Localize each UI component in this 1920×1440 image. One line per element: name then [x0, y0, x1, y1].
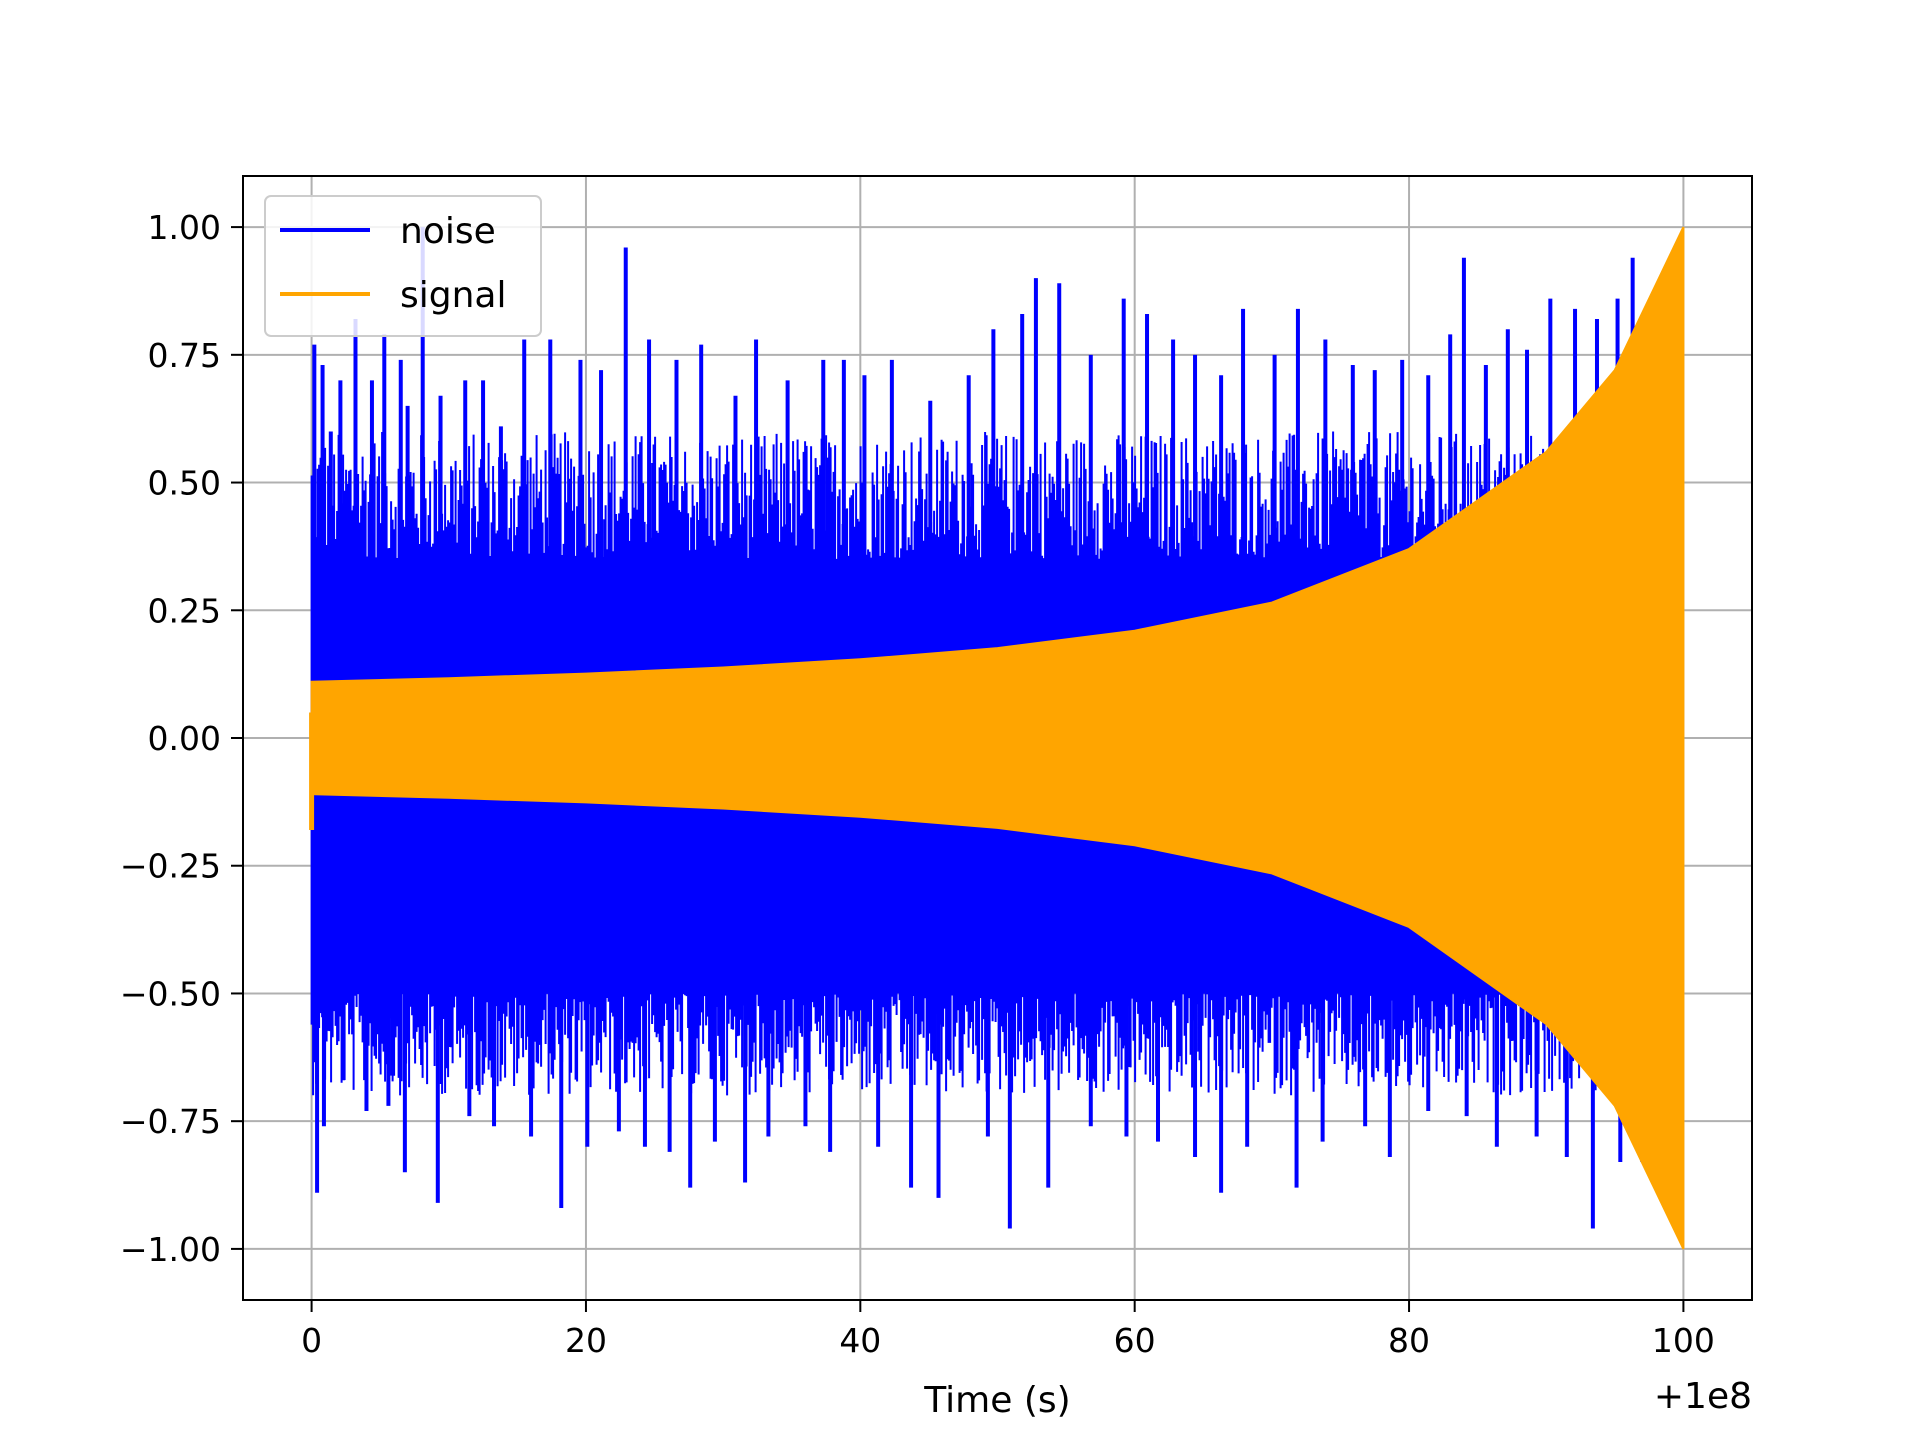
x-tick-label: 80 [1388, 1321, 1430, 1360]
y-tick-label: 0.50 [148, 464, 221, 503]
y-axis-ticks: 1.00 0.75 0.50 0.25 0.00 −0.25 −0.50 −0.75 −1.00 [120, 208, 243, 1269]
x-axis-label: Time (s) [923, 1380, 1070, 1421]
y-tick-label: −0.75 [120, 1102, 221, 1141]
legend-label-signal: signal [400, 275, 507, 316]
y-tick-label: 0.75 [148, 336, 221, 375]
y-tick-label: 1.00 [148, 208, 221, 247]
x-axis-ticks: 0 20 40 60 80 100 [301, 1300, 1715, 1360]
x-tick-label: 40 [839, 1321, 881, 1360]
x-axis-offset-label: +1e8 [1654, 1376, 1752, 1417]
y-tick-label: −1.00 [120, 1230, 221, 1269]
x-tick-label: 100 [1652, 1321, 1715, 1360]
y-tick-label: 0.25 [148, 591, 221, 630]
y-tick-label: −0.25 [120, 847, 221, 886]
y-tick-label: −0.50 [120, 974, 221, 1013]
signal-series [309, 226, 1685, 1250]
y-tick-label: 0.00 [148, 719, 221, 758]
x-tick-label: 0 [301, 1321, 322, 1360]
signal-area [310, 226, 1685, 1250]
x-tick-label: 20 [565, 1321, 607, 1360]
x-tick-label: 60 [1114, 1321, 1156, 1360]
legend-label-noise: noise [400, 211, 496, 252]
legend: noise signal [264, 195, 542, 337]
